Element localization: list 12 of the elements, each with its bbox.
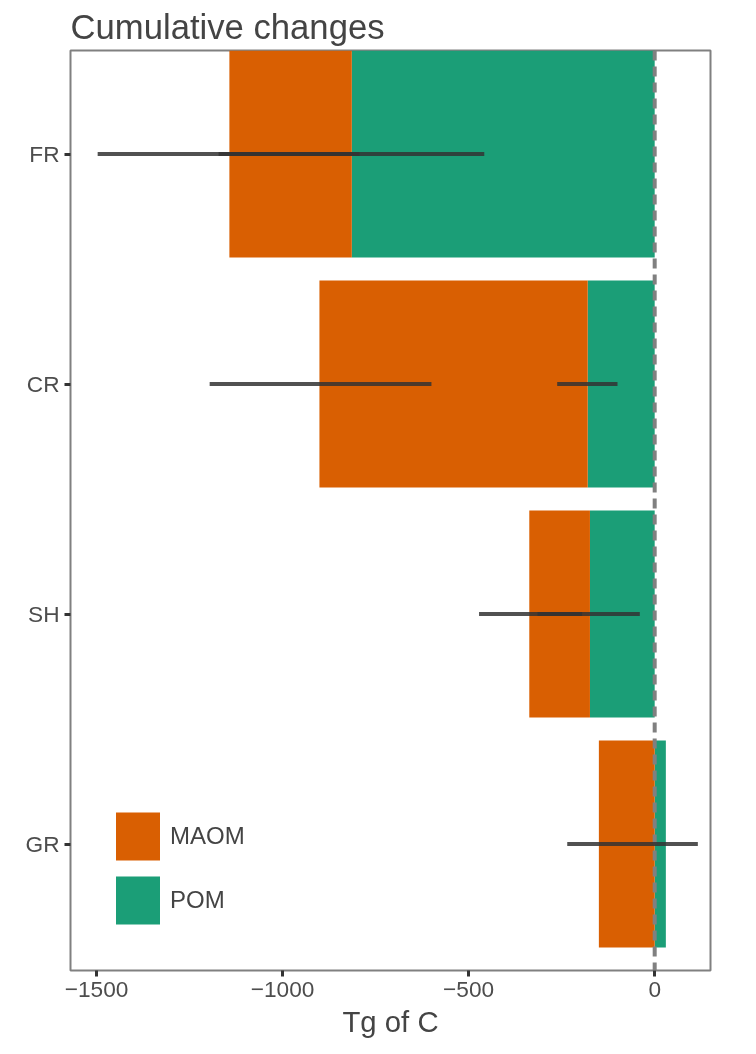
y-tick-label: GR <box>25 831 60 857</box>
x-tick-label: −500 <box>443 975 495 1002</box>
legend-label: MAOM <box>170 822 245 850</box>
x-tick-label: −1500 <box>64 975 129 1002</box>
x-axis-title: Tg of C <box>342 1004 439 1038</box>
chart-title: Cumulative changes <box>70 7 385 46</box>
y-tick-label: CR <box>26 371 60 397</box>
y-tick-label: SH <box>28 601 60 627</box>
x-tick-label: 0 <box>648 975 661 1002</box>
x-tick-label: −1000 <box>250 975 315 1002</box>
legend-label: POM <box>170 886 225 914</box>
y-tick-label: FR <box>29 141 60 167</box>
